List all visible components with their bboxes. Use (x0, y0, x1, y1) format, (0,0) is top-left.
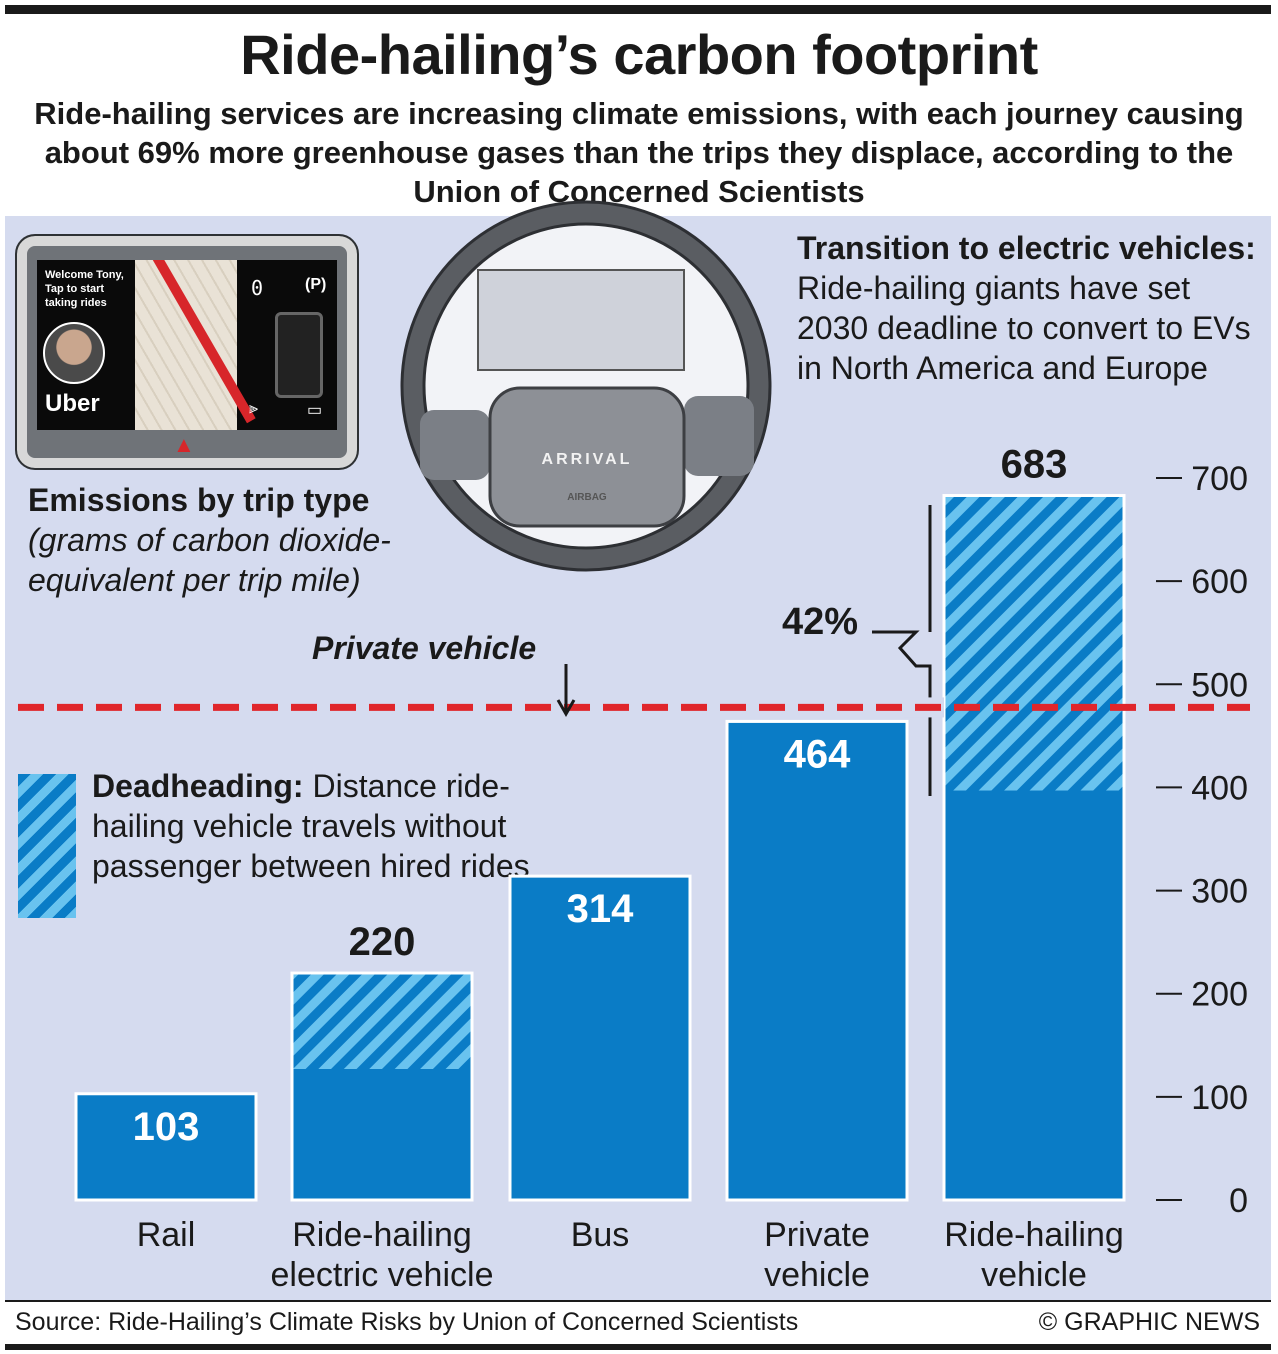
y-tick-label: 600 (1191, 563, 1248, 601)
private-vehicle-reference-line (18, 697, 1250, 718)
deadheading-body: Distance ride-hailing vehicle travels wi… (92, 768, 530, 884)
uber-logo: Uber (45, 390, 100, 417)
chart-heading: Emissions by trip type (grams of carbon … (28, 480, 408, 600)
bar (725, 719, 909, 1202)
y-tick-label: 100 (1191, 1079, 1248, 1117)
credit: © GRAPHIC NEWS (1038, 1308, 1260, 1336)
bar (508, 874, 692, 1202)
category-label: Bus (571, 1216, 630, 1254)
deadheading-heading: Deadheading: (92, 768, 304, 804)
category-label-line2: vehicle (764, 1256, 870, 1294)
y-tick-label: 0 (1229, 1182, 1248, 1220)
deadheading-segment (945, 497, 1123, 791)
chart-heading-main: Emissions by trip type (28, 482, 370, 518)
gear-selector-icon (275, 312, 323, 398)
map-image (135, 260, 237, 430)
source-note: Source: Ride-Hailing’s Climate Risks by … (15, 1308, 799, 1336)
category-label: Ride-hailing (292, 1216, 472, 1254)
fog-light-icon: ⫸ (249, 400, 259, 417)
category-label: Rail (137, 1216, 196, 1254)
y-tick-label: 300 (1191, 873, 1248, 911)
car-icon: ▭ (307, 402, 323, 419)
deadheading-legend-text: Deadheading: Distance ride-hailing vehic… (92, 766, 532, 886)
category-label-line2: electric vehicle (271, 1256, 494, 1294)
reference-arrow (556, 664, 576, 718)
category-label: Private (764, 1216, 870, 1254)
screen-display: Welcome Tony, Tap to start taking rides … (37, 260, 337, 430)
bar-value-label: 683 (1001, 443, 1068, 487)
page-title: Ride-hailing’s carbon footprint (240, 23, 1038, 86)
speed-readout: 0 (251, 276, 264, 300)
top-rule (5, 5, 1271, 14)
ev-note-body: Ride-hailing giants have set 2030 deadli… (797, 270, 1251, 386)
bar-value-label: 103 (133, 1105, 200, 1149)
welcome-message: Welcome Tony, Tap to start taking rides (45, 269, 124, 309)
percent-annotation: 42% (782, 505, 932, 796)
y-tick-label: 200 (1191, 976, 1248, 1014)
bottom-rule (5, 1344, 1271, 1350)
private-vehicle-reference-label: Private vehicle (312, 630, 537, 666)
y-tick-label: 500 (1191, 666, 1248, 704)
hazard-icon: ▲ (173, 432, 195, 457)
ev-note-heading: Transition to electric vehicles: (797, 230, 1256, 266)
y-axis: 0 100 200 300 400 500 600 700 (1156, 460, 1248, 1220)
y-tick-label: 400 (1191, 769, 1248, 807)
footer-rule (5, 1300, 1271, 1302)
page-subtitle: Ride-hailing services are increasing cli… (34, 96, 1244, 209)
ev-transition-note: Transition to electric vehicles: Ride-ha… (797, 228, 1267, 388)
airbag-label: AIRBAG (567, 492, 607, 503)
annotation-bracket (872, 505, 932, 796)
bar (74, 1092, 258, 1202)
y-tick-label: 700 (1191, 460, 1248, 498)
steering-wheel-illustration: ARRIVAL AIRBAG (400, 200, 772, 572)
dashboard-screen-illustration: Welcome Tony, Tap to start taking rides … (15, 234, 359, 470)
deadheading-segment (293, 974, 471, 1070)
annotation-label: 42% (782, 601, 858, 643)
bar-value-label: 314 (567, 887, 634, 931)
bar-value-label: 464 (784, 732, 851, 776)
parking-icon: (P) (305, 276, 327, 293)
category-label: Ride-hailing (944, 1216, 1124, 1254)
bar-value-label: 220 (349, 920, 416, 964)
driver-avatar (43, 322, 105, 384)
category-label-line2: vehicle (981, 1256, 1087, 1294)
wheel-brand: ARRIVAL (542, 451, 633, 468)
chart-heading-unit: (grams of carbon dioxide-equivalent per … (28, 522, 391, 598)
deadheading-legend-swatch (18, 774, 76, 918)
